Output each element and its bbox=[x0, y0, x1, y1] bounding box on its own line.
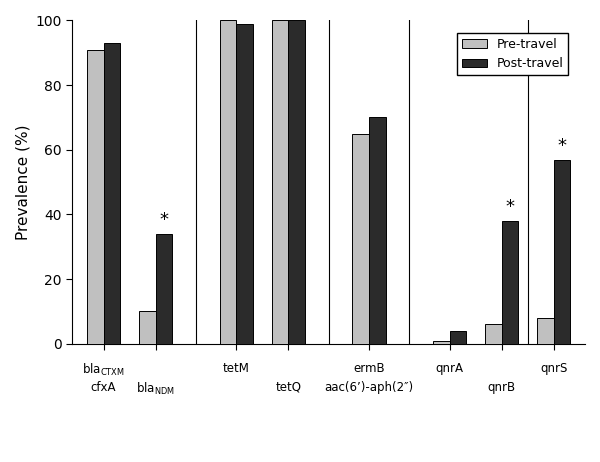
Text: qnrA: qnrA bbox=[436, 362, 464, 375]
Text: *: * bbox=[160, 211, 169, 229]
Text: bla$_{\mathregular{NDM}}$: bla$_{\mathregular{NDM}}$ bbox=[136, 381, 175, 397]
Bar bbox=[139, 311, 155, 344]
Bar bbox=[369, 117, 386, 344]
Text: bla$_{\mathregular{CTXM}}$: bla$_{\mathregular{CTXM}}$ bbox=[82, 362, 125, 377]
Bar bbox=[485, 324, 502, 344]
Bar bbox=[289, 20, 305, 344]
Bar bbox=[155, 234, 172, 344]
Text: qnrS: qnrS bbox=[540, 362, 568, 375]
Text: tetQ: tetQ bbox=[275, 381, 301, 394]
Text: qnrB: qnrB bbox=[488, 381, 516, 394]
Text: cfxA: cfxA bbox=[91, 381, 116, 394]
Bar bbox=[449, 331, 466, 344]
Text: aac(6’)-aph(2″): aac(6’)-aph(2″) bbox=[325, 381, 413, 394]
Text: tetM: tetM bbox=[223, 362, 250, 375]
Bar bbox=[220, 20, 236, 344]
Bar bbox=[104, 43, 120, 344]
Text: *: * bbox=[506, 198, 515, 216]
Y-axis label: Prevalence (%): Prevalence (%) bbox=[15, 124, 30, 240]
Bar bbox=[554, 159, 571, 344]
Text: *: * bbox=[557, 137, 566, 155]
Bar bbox=[352, 134, 369, 344]
Bar bbox=[537, 318, 554, 344]
Text: ermB: ermB bbox=[353, 362, 385, 375]
Bar bbox=[502, 221, 518, 344]
Bar bbox=[87, 49, 104, 344]
Legend: Pre-travel, Post-travel: Pre-travel, Post-travel bbox=[457, 33, 568, 75]
Bar bbox=[433, 340, 449, 344]
Bar bbox=[272, 20, 289, 344]
Bar bbox=[236, 24, 253, 344]
